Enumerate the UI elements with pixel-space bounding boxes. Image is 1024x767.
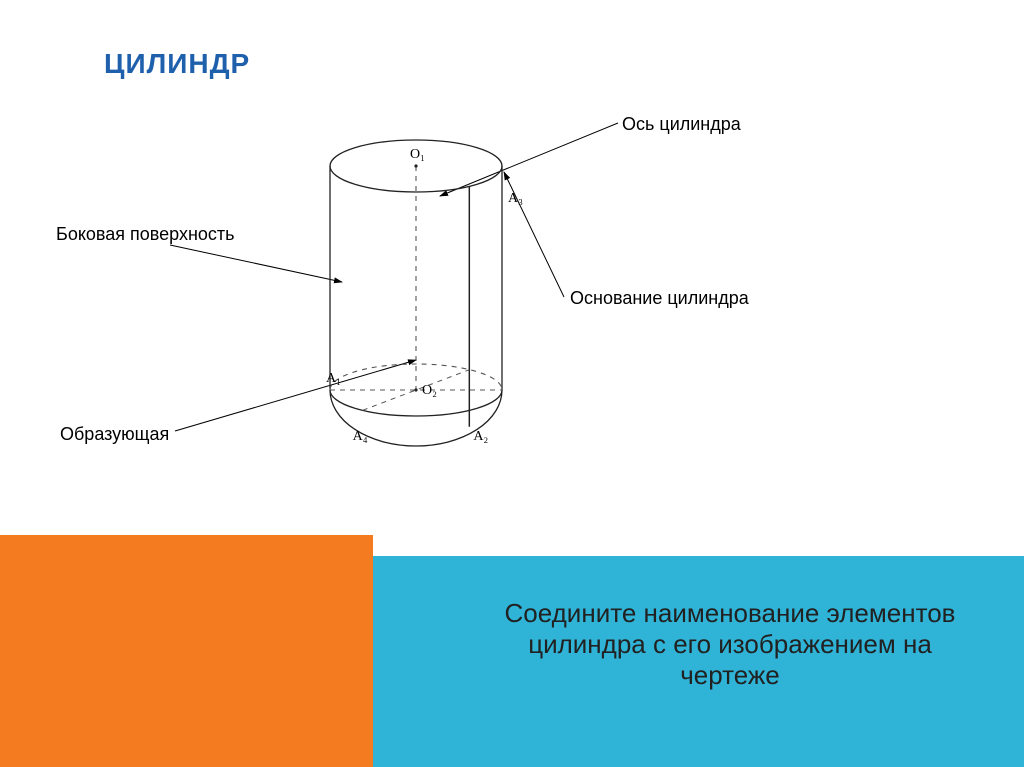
slide-title: ЦИЛИНДР xyxy=(104,48,250,80)
slide: ЦИЛИНДР Ось цилиндра Боковая поверхность… xyxy=(0,0,1024,767)
label-base: Основание цилиндра xyxy=(570,288,749,309)
label-side: Боковая поверхность xyxy=(56,224,235,245)
svg-text:O₂: O₂ xyxy=(422,383,437,398)
label-axis: Ось цилиндра xyxy=(622,114,741,135)
label-generatrix: Образующая xyxy=(60,424,169,445)
task-text: Соедините наименование элементов цилиндр… xyxy=(490,598,970,691)
footer-accent-orange xyxy=(0,535,373,767)
svg-text:A₄: A₄ xyxy=(353,429,368,444)
svg-text:A₁: A₁ xyxy=(326,371,341,386)
svg-text:O₁: O₁ xyxy=(410,147,425,162)
svg-text:A₃: A₃ xyxy=(508,191,523,206)
svg-text:A₂: A₂ xyxy=(473,429,488,444)
cylinder-diagram: O₁ O₂ A₁ A₂ A₃ A₄ xyxy=(300,130,560,460)
